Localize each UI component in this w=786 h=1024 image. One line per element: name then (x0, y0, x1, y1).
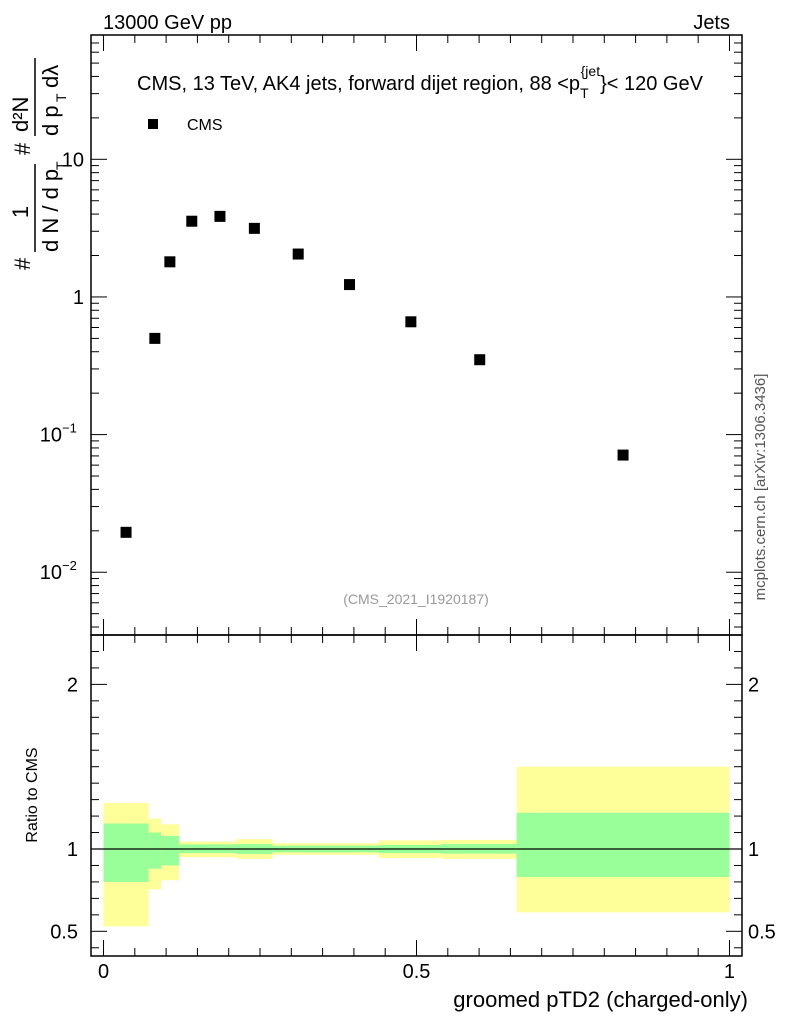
ratio-x-tick-label: 0.5 (403, 961, 431, 983)
ratio-inner-band (516, 812, 730, 877)
data-point (120, 526, 132, 538)
ratio-y-tick-label-right: 1 (748, 839, 759, 861)
ylabel-frac-den: d N / d p (38, 169, 63, 252)
ylabel-frac-num: 1 (8, 206, 33, 218)
data-point (186, 215, 198, 227)
main-y-tick-label: 10 (40, 425, 62, 447)
ylabel-dp: d p (38, 105, 63, 136)
data-point (344, 279, 356, 291)
ratio-y-tick-labels: 2 2 1 1 0.5 0.5 (50, 674, 776, 943)
data-point (292, 248, 304, 260)
main-title-sub: T (580, 85, 589, 101)
ratio-inner-band (103, 823, 149, 882)
main-data-points (120, 210, 629, 538)
main-y-tick-label: 10 (40, 562, 62, 584)
data-point (214, 210, 226, 222)
main-y-tick-label: 1 (73, 287, 84, 309)
data-point (474, 354, 486, 366)
ylabel-dl: dλ (38, 65, 63, 88)
data-point (248, 222, 260, 234)
legend-label: CMS (187, 117, 223, 134)
main-y-tick-exponent: −2 (62, 558, 77, 573)
ratio-axis-ticks (91, 634, 742, 956)
ratio-y-tick-label-left: 2 (67, 674, 78, 696)
main-title-text: CMS, 13 TeV, AK4 jets, forward dijet reg… (137, 73, 580, 95)
ratio-x-tick-label: 0 (98, 961, 109, 983)
main-title-post: }< 120 GeV (600, 73, 704, 95)
main-title-sup: {jet (581, 63, 601, 79)
ratio-inner-band (148, 832, 162, 869)
ylabel-dp-sub: T (53, 93, 69, 102)
main-y-tick-label: 10 (62, 149, 84, 171)
data-point (405, 316, 417, 328)
main-y-tick-exponent: −1 (62, 421, 77, 436)
ylabel-hash2: # (10, 142, 35, 155)
ratio-y-tick-label-left: 1 (67, 839, 78, 861)
legend-marker (148, 119, 158, 129)
ratio-bands (103, 766, 730, 927)
ratio-y-tick-label-left: 0.5 (50, 921, 78, 943)
main-ylabel: # 1 d N / d p T # d²N d p T dλ (8, 58, 69, 270)
header-right: Jets (693, 12, 730, 34)
side-label: mcplots.cern.ch [arXiv:1306.3436] (752, 374, 769, 601)
data-point (164, 256, 176, 268)
main-title: CMS, 13 TeV, AK4 jets, forward dijet reg… (137, 63, 704, 101)
header-left: 13000 GeV pp (103, 12, 232, 34)
data-point (149, 332, 161, 344)
main-axis-ticks (91, 34, 742, 635)
ratio-y-tick-label-right: 0.5 (748, 921, 776, 943)
ylabel-den-sub: T (53, 161, 69, 170)
ratio-xlabel: groomed pTD2 (charged-only) (453, 987, 748, 1012)
ratio-x-tick-label: 1 (724, 961, 735, 983)
ratio-x-tick-labels: 0 0.5 1 (98, 961, 735, 983)
ratio-y-tick-label-right: 2 (748, 674, 759, 696)
ylabel-d2n: d²N (8, 97, 33, 132)
ylabel-hash1: # (10, 257, 35, 270)
ratio-inner-band (161, 835, 180, 866)
ratio-ylabel: Ratio to CMS (24, 747, 41, 842)
analysis-id: (CMS_2021_I1920187) (343, 591, 489, 607)
data-point (617, 449, 629, 461)
